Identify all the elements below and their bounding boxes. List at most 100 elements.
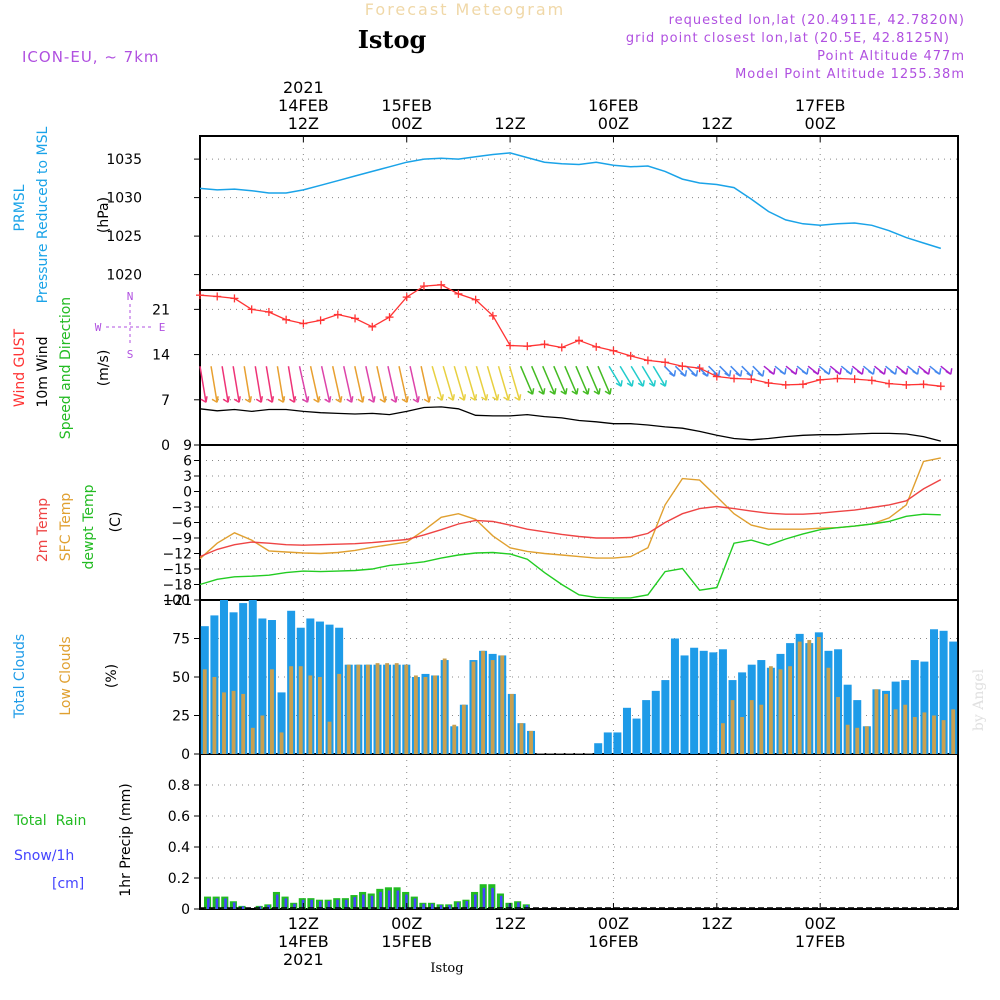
low-cloud-bar <box>222 692 226 754</box>
wind-arrow-head <box>289 398 295 403</box>
wind-arrow <box>652 365 666 387</box>
wind-arrow-head <box>481 396 487 401</box>
low-cloud-bar <box>260 715 265 754</box>
total-cloud-bar <box>680 655 689 754</box>
total-cloud-bar <box>258 618 267 754</box>
wind-tick-label: 0 <box>161 438 170 454</box>
wind-arrow-head <box>894 368 898 375</box>
wind-arrow <box>387 366 397 403</box>
wind-arrow-head <box>620 380 623 387</box>
low-cloud-bar <box>433 675 437 754</box>
low-cloud-bar <box>212 677 217 754</box>
low-cloud-bar <box>308 675 313 754</box>
wind-arrow-head <box>278 398 284 403</box>
total-cloud-bar <box>325 624 334 754</box>
wind-arrow-head <box>609 388 612 395</box>
wind-arrow-head <box>938 368 942 375</box>
low-cloud-bar <box>874 689 879 754</box>
wind-arrow-head <box>200 398 207 403</box>
wind-arrow-head <box>735 372 742 377</box>
bottom-time-label: 00Z <box>391 914 422 933</box>
low-cloud-bar <box>893 709 898 754</box>
total-cloud-bar <box>229 612 238 754</box>
low-cloud-bar <box>864 726 869 754</box>
wind-arrow-head <box>706 370 710 377</box>
snow-bar <box>336 899 339 909</box>
wind-10m-label: 10m Wind <box>35 336 51 407</box>
wind-arrow-head <box>346 398 353 403</box>
wind-arrow <box>564 365 578 395</box>
temp-tick-label: −21 <box>162 593 192 609</box>
wind-arrow <box>475 365 488 401</box>
wind-arrow <box>342 366 353 403</box>
low-cloud-bar <box>356 664 361 754</box>
wind-arrow <box>254 366 263 403</box>
low-cloud-bar <box>202 669 207 754</box>
wind-arrow-head <box>912 370 918 375</box>
wind-arrow <box>641 365 655 387</box>
clouds-tick-label: 0 <box>181 747 190 763</box>
wind-arrow <box>331 366 342 403</box>
top-time-label: 00Z <box>805 114 836 133</box>
wind-arrow-head <box>317 396 321 403</box>
sfc-temp-line <box>199 457 941 560</box>
snow-bar <box>370 895 374 909</box>
low-cloud-bar <box>730 700 735 754</box>
wind-arrow-head <box>527 390 534 395</box>
low-cloud-bar <box>759 704 764 754</box>
wind-arrow <box>553 365 567 395</box>
wind-direction-arrows <box>199 365 953 403</box>
dewpt-line <box>199 513 941 599</box>
clouds-tick-label: 100 <box>163 593 190 609</box>
wind-arrow-head <box>598 388 601 395</box>
wind-arrow-head <box>244 398 251 403</box>
snow-bar <box>525 905 529 909</box>
wind-arrow-head <box>485 394 489 401</box>
wind-arrow-head <box>492 396 498 401</box>
temp-tick-label: −9 <box>171 531 192 547</box>
total-cloud-bar <box>248 600 257 754</box>
wind-arrow-head <box>306 396 310 403</box>
wind-arrow-head <box>350 396 354 403</box>
wind-arrow-head <box>412 398 419 403</box>
wind-arrow-head <box>423 398 430 403</box>
wind-arrow-head <box>691 372 697 377</box>
precip-tick-label: 0.8 <box>168 778 190 794</box>
snow-bar <box>344 899 348 909</box>
wind-arrow-head <box>773 368 776 375</box>
low-cloud-bar <box>481 650 485 754</box>
low-cloud-bar <box>941 720 946 754</box>
total-cloud-bar <box>594 743 603 754</box>
wind-arrow-head <box>751 370 754 377</box>
snow-bar <box>353 897 357 909</box>
wind-arrow-head <box>806 368 809 375</box>
wind-arrow-head <box>474 394 478 401</box>
wind-arrow <box>542 365 556 395</box>
low-clouds-label: Low Clouds <box>58 636 74 715</box>
wind-arrow <box>365 366 375 403</box>
total-cloud-bar <box>949 641 958 754</box>
low-cloud-bar <box>327 721 332 754</box>
snow-bar <box>318 901 322 909</box>
wind-arrow-head <box>680 372 686 377</box>
bottom-time-label: 16FEB <box>588 932 639 951</box>
wind-arrow-head <box>282 396 286 403</box>
clouds-tick-label: 25 <box>172 709 190 725</box>
snow-bar <box>387 890 391 909</box>
wind-arrow <box>420 366 430 403</box>
wind-arrow <box>530 365 545 395</box>
wind-arrow <box>508 365 521 401</box>
low-cloud-bar <box>529 730 533 754</box>
wind-arrow-head <box>496 394 500 401</box>
total-cloud-bar <box>853 700 862 754</box>
wind-arrow-head <box>916 368 920 375</box>
wind10-line <box>199 406 941 442</box>
temp-unit: (C) <box>108 512 124 533</box>
wind-arrow <box>265 366 274 403</box>
compass-s: S <box>127 348 134 361</box>
wind-arrow-head <box>631 380 634 387</box>
wind-arrow-head <box>503 396 509 401</box>
total-cloud-bar <box>661 680 670 754</box>
wind-arrow-head <box>436 396 443 401</box>
wind-arrow-head <box>560 390 567 395</box>
